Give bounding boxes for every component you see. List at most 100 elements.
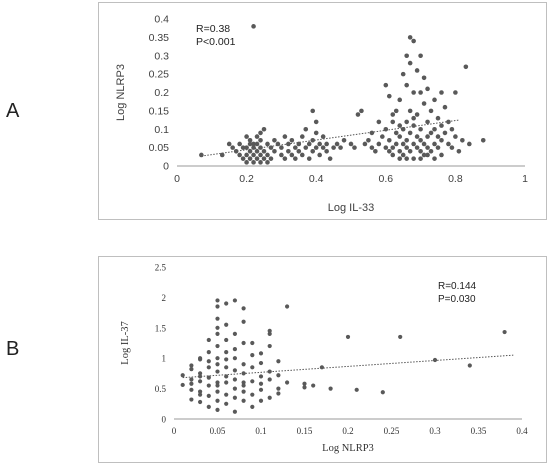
data-point	[215, 316, 220, 321]
data-point	[279, 152, 284, 158]
data-point	[324, 149, 329, 154]
data-point	[276, 359, 281, 364]
data-point	[215, 343, 220, 349]
data-point	[299, 134, 305, 139]
trendline	[201, 119, 459, 157]
data-point	[215, 356, 220, 361]
data-point	[251, 141, 256, 147]
data-point	[369, 145, 375, 150]
data-point	[306, 141, 312, 147]
data-point	[224, 322, 229, 327]
data-point	[414, 112, 420, 117]
data-point	[296, 141, 302, 147]
data-point	[449, 126, 455, 132]
data-point	[247, 137, 253, 143]
data-point	[258, 360, 264, 366]
data-point	[400, 141, 406, 147]
data-point	[215, 304, 220, 309]
data-point	[421, 152, 427, 158]
data-point	[241, 389, 246, 394]
data-point	[189, 367, 194, 372]
data-point	[215, 407, 220, 412]
data-point	[258, 160, 263, 165]
data-point	[224, 301, 229, 306]
x-tick-label: 0.4	[516, 426, 528, 436]
data-point	[317, 141, 322, 147]
data-point	[241, 380, 246, 385]
y-tick-label: 0.5	[155, 384, 167, 394]
data-point	[313, 145, 319, 150]
y-tick-label: 0.1	[154, 124, 169, 136]
data-point	[407, 60, 413, 66]
data-point	[250, 404, 255, 409]
data-point	[435, 145, 441, 150]
data-point	[352, 145, 357, 150]
chart-a-frame	[98, 2, 547, 220]
data-point	[189, 363, 194, 368]
data-point	[400, 71, 406, 77]
data-point	[226, 141, 232, 147]
data-point	[418, 53, 423, 59]
data-point	[463, 64, 469, 70]
x-tick-label: 0.35	[471, 426, 487, 436]
data-point	[435, 134, 441, 139]
data-point	[302, 385, 307, 390]
x-tick-label: 0.2	[239, 173, 254, 185]
data-point	[407, 108, 413, 114]
data-point	[411, 123, 416, 128]
data-point	[317, 152, 322, 158]
data-point	[275, 141, 281, 147]
data-point	[224, 357, 229, 362]
data-point	[380, 390, 385, 395]
data-point	[390, 112, 396, 117]
data-point	[411, 141, 416, 147]
data-point	[310, 137, 316, 143]
x-tick-label: 0.3	[429, 426, 441, 436]
data-point	[232, 409, 237, 414]
data-point	[302, 381, 307, 386]
data-point	[251, 24, 256, 29]
data-point	[407, 35, 413, 40]
data-point	[206, 375, 211, 380]
trendline	[182, 354, 514, 379]
data-point	[386, 137, 392, 143]
data-point	[414, 145, 420, 150]
data-point	[241, 371, 246, 376]
data-point	[310, 108, 316, 114]
data-point	[313, 130, 319, 136]
x-tick-label: 0.25	[384, 426, 400, 436]
data-point	[198, 374, 203, 379]
data-point	[285, 380, 290, 385]
data-point	[355, 112, 361, 117]
data-point	[250, 353, 255, 358]
panel-a-letter: A	[6, 100, 20, 122]
data-point	[258, 381, 264, 386]
data-point	[373, 149, 378, 154]
data-point	[267, 395, 272, 400]
data-point	[258, 387, 264, 392]
data-point	[241, 306, 246, 311]
data-point	[311, 383, 316, 388]
x-tick-label: 0.6	[378, 173, 393, 185]
data-point	[432, 126, 437, 132]
data-point	[383, 82, 389, 88]
data-point	[289, 152, 295, 158]
data-point	[267, 369, 272, 374]
data-point	[380, 134, 385, 139]
data-point	[439, 152, 444, 158]
data-point	[348, 141, 354, 147]
data-point	[254, 141, 260, 147]
data-point	[258, 351, 264, 356]
data-point	[241, 383, 246, 388]
data-point	[313, 119, 319, 125]
data-point	[397, 123, 403, 128]
data-point	[418, 126, 423, 132]
data-point	[258, 374, 264, 379]
data-point	[442, 130, 448, 136]
data-point	[362, 141, 368, 147]
data-point	[215, 298, 220, 303]
y-tick-label: 0.2	[154, 87, 169, 99]
data-point	[276, 386, 281, 391]
data-point	[432, 97, 437, 103]
